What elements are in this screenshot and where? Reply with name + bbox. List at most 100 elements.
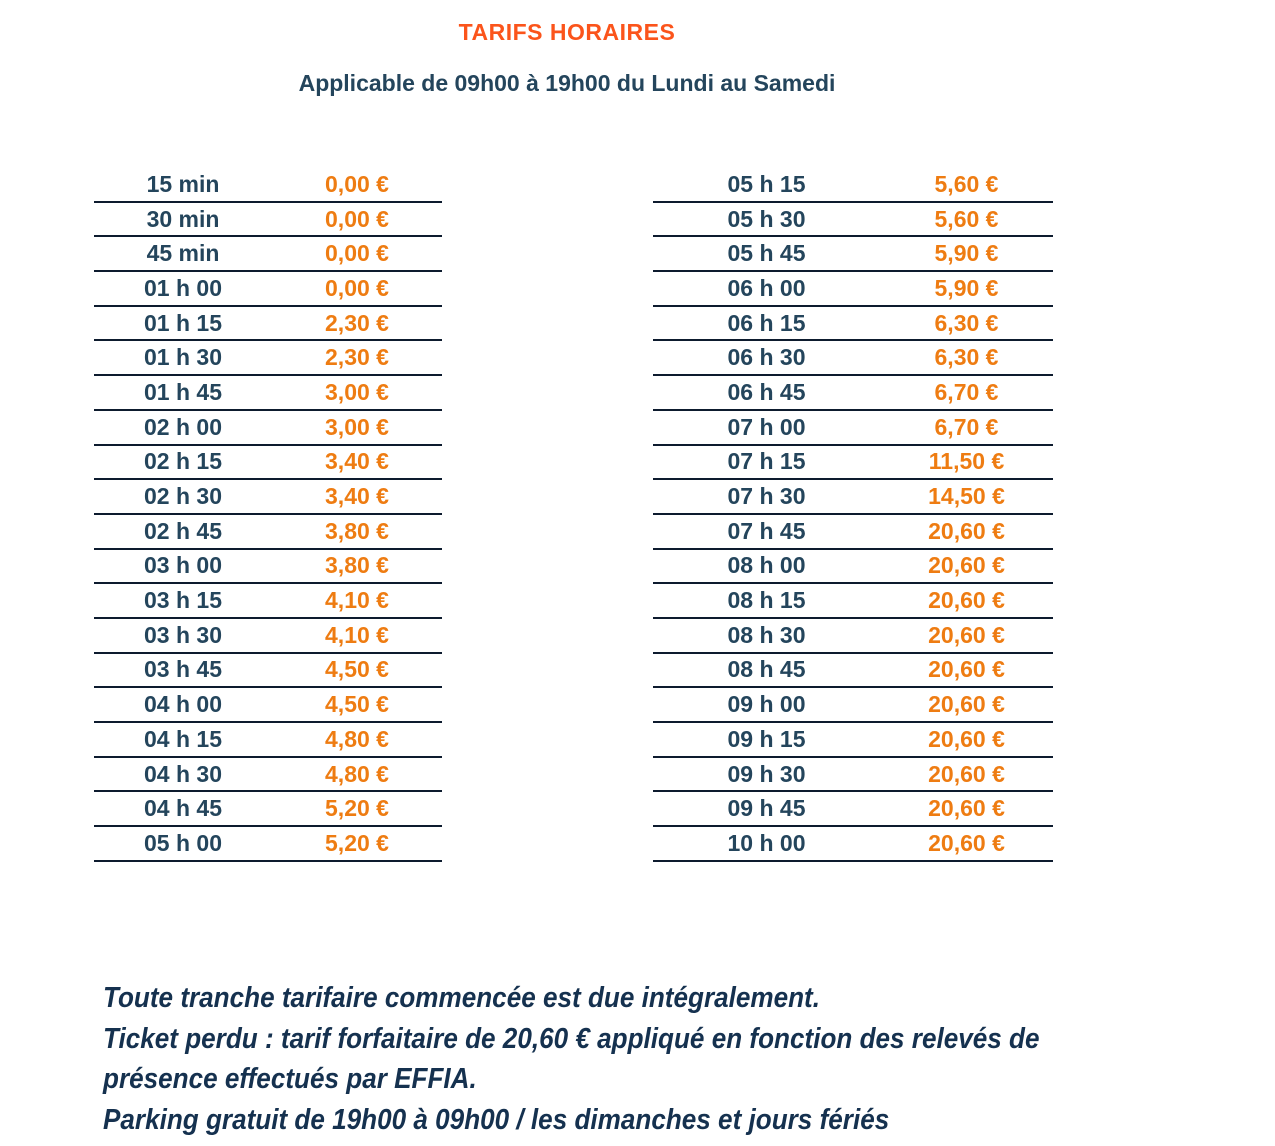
- table-row: 03 h 15 4,10 €: [94, 584, 442, 619]
- price-value: 5,90 €: [934, 274, 999, 301]
- price-value: 3,00 €: [325, 413, 389, 440]
- footer-note-line: Toute tranche tarifaire commencée est du…: [103, 982, 821, 1014]
- price-value: 20,60 €: [928, 760, 1005, 787]
- price-value: 6,30 €: [934, 344, 999, 371]
- table-row: 09 h 00 20,60 €: [653, 688, 1053, 723]
- duration-label: 45 min: [146, 240, 220, 267]
- price-value: 20,60 €: [928, 656, 1005, 683]
- price-value: 3,80 €: [325, 517, 389, 544]
- duration-label: 06 h 15: [727, 309, 806, 336]
- table-row: 02 h 00 3,00 €: [94, 411, 442, 446]
- table-row: 04 h 45 5,20 €: [94, 792, 442, 828]
- duration-label: 04 h 15: [144, 725, 222, 752]
- duration-label: 05 h 45: [727, 240, 806, 267]
- duration-label: 02 h 15: [144, 448, 222, 475]
- price-value: 4,80 €: [325, 725, 389, 752]
- duration-label: 02 h 30: [144, 483, 222, 510]
- table-row: 06 h 15 6,30 €: [653, 307, 1053, 342]
- duration-label: 08 h 30: [727, 621, 806, 648]
- price-value: 6,70 €: [934, 413, 999, 440]
- price-value: 3,80 €: [325, 552, 389, 579]
- price-value: 4,80 €: [325, 760, 389, 787]
- duration-label: 07 h 45: [727, 517, 806, 544]
- price-value: 2,30 €: [325, 344, 389, 371]
- price-value: 5,90 €: [934, 240, 999, 267]
- price-value: 20,60 €: [928, 829, 1005, 856]
- table-row: 06 h 00 5,90 €: [653, 272, 1053, 307]
- duration-label: 01 h 15: [144, 309, 222, 336]
- duration-label: 05 h 30: [727, 205, 806, 232]
- table-row: 45 min 0,00 €: [94, 237, 442, 273]
- table-row: 01 h 30 2,30 €: [94, 341, 442, 377]
- price-value: 20,60 €: [928, 587, 1005, 614]
- duration-label: 03 h 15: [144, 587, 222, 614]
- table-row: 02 h 15 3,40 €: [94, 446, 442, 481]
- duration-label: 05 h 00: [144, 829, 222, 856]
- tariff-table-right: 05 h 15 5,60 €05 h 30 5,60 €05 h 45 5,90 €0…: [653, 168, 1053, 862]
- duration-label: 06 h 45: [727, 378, 806, 405]
- duration-label: 15 min: [146, 170, 220, 197]
- duration-label: 07 h 15: [727, 448, 806, 475]
- duration-label: 03 h 00: [144, 552, 222, 579]
- table-row: 09 h 45 20,60 €: [653, 792, 1053, 828]
- price-value: 6,30 €: [934, 309, 999, 336]
- price-value: 4,10 €: [325, 587, 389, 614]
- table-row: 04 h 30 4,80 €: [94, 758, 442, 793]
- table-row: 05 h 30 5,60 €: [653, 203, 1053, 238]
- table-row: 05 h 00 5,20 €: [94, 827, 442, 862]
- table-row: 30 min 0,00 €: [94, 203, 442, 238]
- duration-label: 01 h 45: [144, 378, 222, 405]
- duration-label: 06 h 30: [727, 344, 806, 371]
- duration-label: 01 h 00: [144, 274, 222, 301]
- price-value: 20,60 €: [928, 691, 1005, 718]
- duration-label: 04 h 45: [144, 795, 222, 822]
- table-row: 05 h 15 5,60 €: [653, 168, 1053, 203]
- duration-label: 10 h 00: [727, 829, 806, 856]
- duration-label: 03 h 45: [144, 656, 222, 683]
- table-row: 15 min 0,00 €: [94, 168, 442, 203]
- price-value: 5,20 €: [325, 829, 389, 856]
- table-row: 03 h 30 4,10 €: [94, 619, 442, 654]
- price-value: 4,10 €: [325, 621, 389, 648]
- table-row: 04 h 00 4,50 €: [94, 688, 442, 723]
- table-row: 06 h 45 6,70 €: [653, 376, 1053, 411]
- price-value: 3,40 €: [325, 448, 389, 475]
- price-value: 2,30 €: [325, 309, 389, 336]
- footer-notes: Toute tranche tarifaire commencée est du…: [103, 978, 1275, 1141]
- table-row: 09 h 15 20,60 €: [653, 723, 1053, 758]
- table-row: 07 h 15 11,50 €: [653, 446, 1053, 481]
- table-row: 07 h 30 14,50 €: [653, 480, 1053, 515]
- table-row: 07 h 00 6,70 €: [653, 411, 1053, 446]
- price-value: 20,60 €: [928, 517, 1005, 544]
- price-value: 6,70 €: [934, 378, 999, 405]
- duration-label: 04 h 30: [144, 760, 222, 787]
- price-value: 14,50 €: [928, 483, 1005, 510]
- duration-label: 09 h 00: [727, 691, 806, 718]
- price-value: 0,00 €: [325, 170, 389, 197]
- duration-label: 09 h 45: [727, 795, 806, 822]
- table-row: 09 h 30 20,60 €: [653, 758, 1053, 793]
- price-value: 20,60 €: [928, 795, 1005, 822]
- price-value: 0,00 €: [325, 274, 389, 301]
- table-row: 07 h 45 20,60 €: [653, 515, 1053, 550]
- duration-label: 06 h 00: [727, 274, 806, 301]
- table-row: 02 h 45 3,80 €: [94, 515, 442, 550]
- table-row: 02 h 30 3,40 €: [94, 480, 442, 515]
- table-row: 04 h 15 4,80 €: [94, 723, 442, 758]
- duration-label: 08 h 15: [727, 587, 806, 614]
- table-row: 05 h 45 5,90 €: [653, 237, 1053, 273]
- table-row: 03 h 45 4,50 €: [94, 654, 442, 689]
- table-row: 08 h 30 20,60 €: [653, 619, 1053, 654]
- table-row: 10 h 00 20,60 €: [653, 827, 1053, 862]
- table-row: 08 h 45 20,60 €: [653, 654, 1053, 689]
- page-subtitle: Applicable de 09h00 à 19h00 du Lundi au …: [298, 70, 836, 96]
- duration-label: 04 h 00: [144, 691, 222, 718]
- price-value: 20,60 €: [928, 621, 1005, 648]
- price-value: 5,60 €: [934, 205, 999, 232]
- table-row: 08 h 00 20,60 €: [653, 550, 1053, 585]
- duration-label: 02 h 45: [144, 517, 222, 544]
- price-value: 5,60 €: [934, 170, 999, 197]
- price-value: 11,50 €: [928, 448, 1005, 475]
- price-value: 3,00 €: [325, 378, 389, 405]
